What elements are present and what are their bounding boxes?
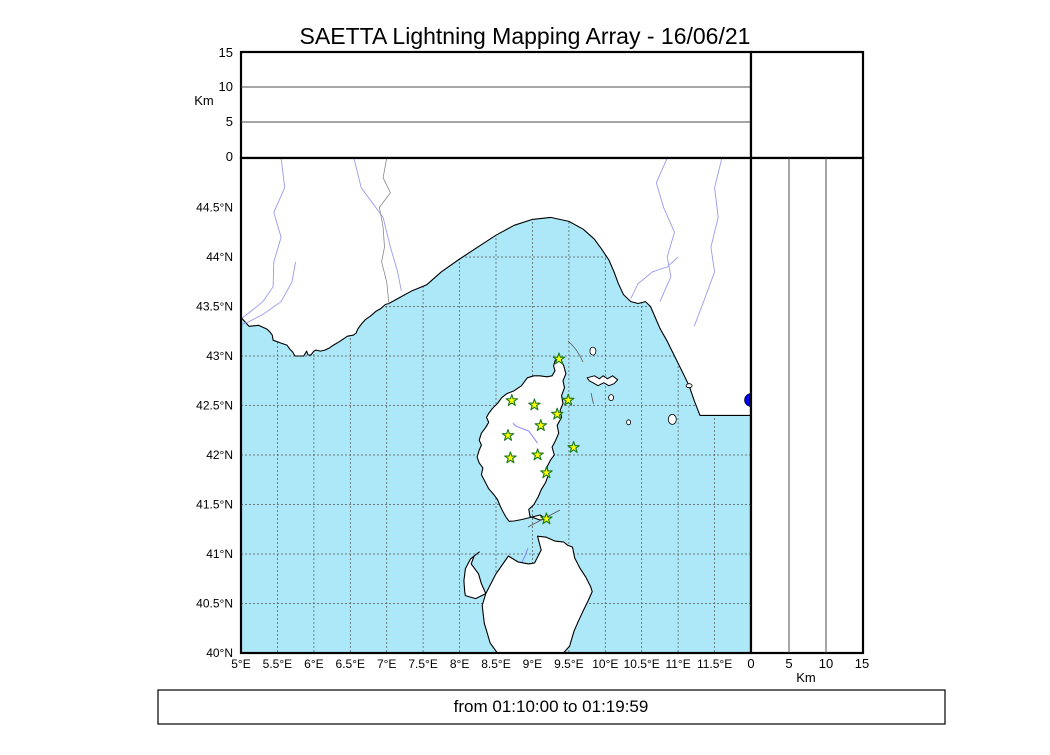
svg-text:42.5°N: 42.5°N — [196, 399, 233, 413]
svg-text:6.5°E: 6.5°E — [336, 657, 365, 671]
svg-text:Km: Km — [194, 93, 214, 108]
svg-text:Km: Km — [796, 670, 816, 685]
svg-text:44°N: 44°N — [206, 250, 233, 264]
svg-text:8.5°E: 8.5°E — [481, 657, 510, 671]
svg-text:5.5°E: 5.5°E — [263, 657, 292, 671]
svg-text:SAETTA Lightning Mapping Array: SAETTA Lightning Mapping Array - 16/06/2… — [300, 23, 751, 49]
svg-text:9°E: 9°E — [523, 657, 542, 671]
svg-text:10°E: 10°E — [592, 657, 618, 671]
svg-text:15: 15 — [219, 45, 233, 60]
svg-text:42°N: 42°N — [206, 448, 233, 462]
svg-text:7°E: 7°E — [377, 657, 396, 671]
svg-text:44.5°N: 44.5°N — [196, 201, 233, 215]
svg-text:0: 0 — [747, 656, 754, 671]
svg-text:5: 5 — [785, 656, 792, 671]
svg-text:5: 5 — [226, 114, 233, 129]
svg-text:11°E: 11°E — [665, 657, 690, 671]
svg-text:5°E: 5°E — [231, 657, 250, 671]
svg-text:10.5°E: 10.5°E — [624, 657, 660, 671]
svg-text:43°N: 43°N — [206, 349, 233, 363]
svg-text:0: 0 — [226, 149, 233, 164]
svg-text:40.5°N: 40.5°N — [196, 597, 233, 611]
svg-text:9.5°E: 9.5°E — [554, 657, 583, 671]
svg-text:11.5°E: 11.5°E — [697, 657, 732, 671]
svg-text:8°E: 8°E — [450, 657, 469, 671]
svg-text:6°E: 6°E — [304, 657, 323, 671]
svg-text:10: 10 — [219, 79, 233, 94]
svg-text:43.5°N: 43.5°N — [196, 300, 233, 314]
svg-text:41.5°N: 41.5°N — [196, 498, 233, 512]
svg-text:41°N: 41°N — [206, 547, 233, 561]
svg-text:7.5°E: 7.5°E — [408, 657, 437, 671]
svg-text:from 01:10:00 to 01:19:59: from 01:10:00 to 01:19:59 — [454, 697, 649, 716]
svg-text:40°N: 40°N — [206, 646, 233, 660]
svg-text:10: 10 — [819, 656, 833, 671]
svg-text:15: 15 — [855, 656, 869, 671]
